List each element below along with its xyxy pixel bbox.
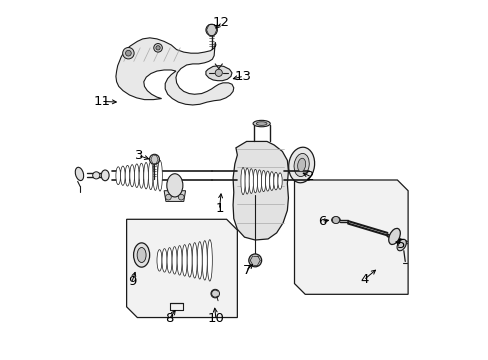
Text: 12: 12 bbox=[212, 16, 229, 29]
Circle shape bbox=[165, 194, 171, 200]
Ellipse shape bbox=[137, 248, 146, 262]
Ellipse shape bbox=[241, 167, 244, 195]
Text: 9: 9 bbox=[127, 275, 136, 288]
Ellipse shape bbox=[134, 164, 139, 188]
Ellipse shape bbox=[192, 243, 197, 278]
Ellipse shape bbox=[297, 158, 305, 172]
Ellipse shape bbox=[121, 166, 125, 185]
Ellipse shape bbox=[277, 173, 282, 189]
Ellipse shape bbox=[139, 163, 143, 188]
Text: 11: 11 bbox=[94, 95, 111, 108]
Polygon shape bbox=[233, 141, 288, 240]
Ellipse shape bbox=[157, 249, 162, 271]
Ellipse shape bbox=[172, 247, 177, 274]
Ellipse shape bbox=[143, 162, 148, 189]
Text: 1: 1 bbox=[215, 202, 224, 215]
Circle shape bbox=[210, 289, 219, 298]
Polygon shape bbox=[126, 219, 237, 318]
Circle shape bbox=[215, 69, 222, 76]
Ellipse shape bbox=[388, 228, 400, 244]
Text: 7: 7 bbox=[242, 264, 250, 276]
Ellipse shape bbox=[157, 160, 162, 191]
Ellipse shape bbox=[265, 171, 269, 191]
Circle shape bbox=[248, 254, 261, 267]
Ellipse shape bbox=[396, 239, 406, 251]
Ellipse shape bbox=[177, 246, 182, 275]
Ellipse shape bbox=[202, 240, 207, 280]
Circle shape bbox=[153, 44, 162, 52]
Text: 2: 2 bbox=[305, 170, 314, 183]
Ellipse shape bbox=[256, 122, 266, 125]
Circle shape bbox=[178, 194, 184, 200]
Ellipse shape bbox=[187, 244, 192, 277]
Polygon shape bbox=[294, 180, 407, 294]
Ellipse shape bbox=[133, 243, 149, 267]
Polygon shape bbox=[164, 191, 185, 202]
Ellipse shape bbox=[101, 170, 109, 181]
Ellipse shape bbox=[125, 165, 130, 186]
Ellipse shape bbox=[167, 248, 172, 273]
Ellipse shape bbox=[261, 171, 265, 192]
Circle shape bbox=[205, 24, 217, 36]
Ellipse shape bbox=[248, 169, 253, 193]
Text: 8: 8 bbox=[165, 312, 173, 325]
Ellipse shape bbox=[293, 153, 308, 176]
Text: 6: 6 bbox=[318, 215, 326, 228]
Ellipse shape bbox=[273, 172, 278, 190]
Ellipse shape bbox=[116, 167, 121, 185]
Polygon shape bbox=[116, 38, 233, 105]
Text: 10: 10 bbox=[207, 312, 224, 325]
Ellipse shape bbox=[257, 170, 261, 192]
Circle shape bbox=[125, 50, 131, 56]
Text: 4: 4 bbox=[360, 273, 368, 286]
Circle shape bbox=[332, 216, 339, 224]
Ellipse shape bbox=[288, 147, 314, 183]
Ellipse shape bbox=[269, 172, 273, 190]
Ellipse shape bbox=[253, 169, 257, 193]
Ellipse shape bbox=[75, 167, 83, 181]
Ellipse shape bbox=[244, 168, 249, 194]
Circle shape bbox=[93, 172, 100, 179]
Ellipse shape bbox=[153, 161, 157, 190]
Ellipse shape bbox=[253, 120, 270, 127]
Ellipse shape bbox=[197, 242, 202, 279]
Ellipse shape bbox=[166, 174, 183, 197]
Text: 5: 5 bbox=[396, 238, 405, 251]
Text: 3: 3 bbox=[135, 149, 143, 162]
Polygon shape bbox=[205, 66, 231, 81]
Circle shape bbox=[149, 154, 159, 164]
Ellipse shape bbox=[148, 162, 153, 190]
Ellipse shape bbox=[182, 245, 187, 276]
Text: 13: 13 bbox=[234, 70, 251, 83]
Circle shape bbox=[156, 46, 160, 50]
Circle shape bbox=[122, 48, 134, 59]
Ellipse shape bbox=[162, 249, 167, 272]
Ellipse shape bbox=[130, 165, 134, 187]
Ellipse shape bbox=[331, 217, 340, 223]
Ellipse shape bbox=[207, 240, 212, 281]
